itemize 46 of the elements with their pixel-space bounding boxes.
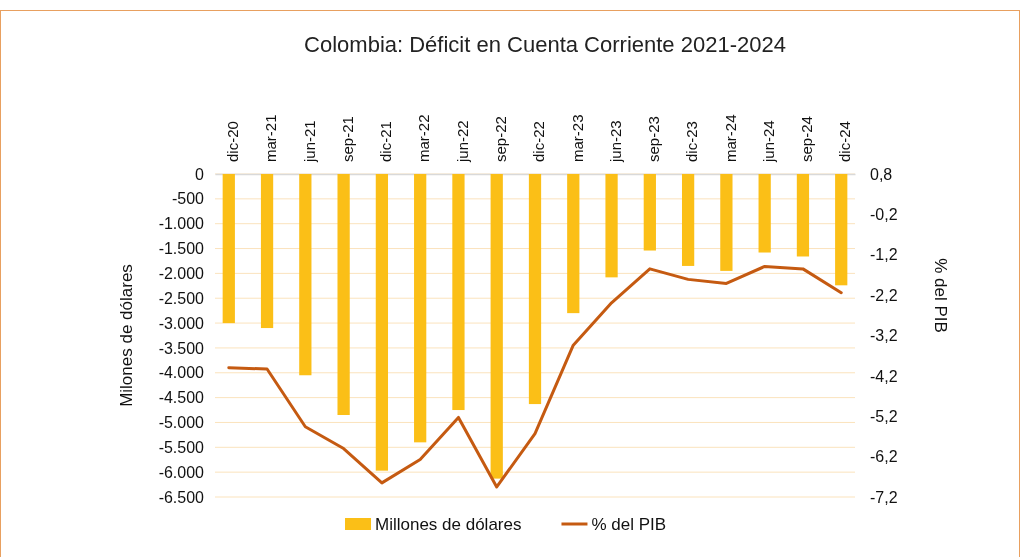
y-tick-label: -1.500 (158, 240, 205, 258)
x-tick-label: sep-23 (645, 116, 663, 162)
x-tick-label: mar-23 (568, 114, 586, 162)
x-tick-label: jun-23 (606, 120, 624, 163)
x-tick-label: sep-22 (491, 116, 509, 162)
y-tick-label: -6.500 (158, 488, 205, 506)
x-tick-label: sep-21 (338, 116, 356, 162)
y-tick-label: -2.000 (158, 265, 205, 282)
chart-title: Colombia: Déficit en Cuenta Corriente 2021-2024 (304, 32, 786, 57)
x-tick-label: mar-22 (415, 114, 433, 162)
legend-label: Millones de dólares (375, 514, 522, 534)
x-tick-label: dic-24 (836, 121, 854, 162)
y-tick-label: -5.500 (158, 438, 205, 456)
y-tick-label: 0 (195, 165, 205, 183)
y2-tick-label: -0,2 (870, 205, 898, 223)
x-tick-label: dic-23 (683, 121, 701, 162)
x-tick-label: mar-21 (262, 114, 280, 162)
x-tick-label: jun-22 (453, 120, 471, 163)
x-tick-label: dic-21 (377, 121, 395, 162)
y2-tick-label: -4,2 (870, 367, 898, 385)
y2-tick-label: -3,2 (870, 327, 898, 345)
y-tick-label: -1.000 (158, 215, 205, 233)
y-tick-label: -3.500 (158, 339, 205, 357)
y2-axis-title: % del PIB (931, 258, 950, 333)
legend-label: % del PIB (591, 514, 667, 534)
x-tick-label: dic-22 (530, 121, 548, 162)
y-tick-label: -4.500 (158, 389, 205, 407)
y2-tick-label: 0,8 (870, 165, 893, 183)
y2-tick-label: -1,2 (870, 246, 898, 264)
y-tick-label: -5.000 (158, 414, 205, 432)
y2-tick-label: -5,2 (870, 407, 898, 425)
x-tick-label: jun-21 (300, 120, 318, 163)
y2-tick-label: -2,2 (870, 286, 898, 304)
y-axis-title: Milones de dólares (117, 264, 136, 407)
y-tick-label: -3.000 (158, 314, 205, 332)
line-series (227, 264, 843, 489)
x-tick-label: jun-24 (759, 120, 777, 163)
x-tick-label: dic-20 (224, 121, 242, 162)
y-tick-label: -2.500 (158, 289, 205, 307)
y-tick-label: -4.000 (158, 364, 205, 382)
y2-tick-label: -7,2 (870, 488, 898, 506)
x-tick-label: sep-24 (798, 116, 816, 162)
x-tick-label: mar-24 (721, 114, 739, 162)
y-tick-label: -500 (171, 190, 205, 208)
y-tick-label: -6.000 (158, 463, 205, 481)
y2-tick-label: -6,2 (870, 448, 898, 466)
